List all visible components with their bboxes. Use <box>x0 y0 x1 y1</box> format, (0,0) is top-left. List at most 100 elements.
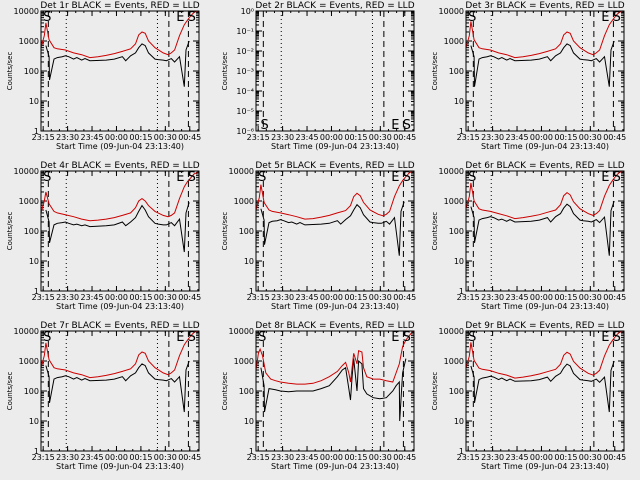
events-series-line <box>45 360 190 413</box>
events-series-line <box>470 200 615 256</box>
panel-title: Det 8r BLACK = Events, RED = LLD <box>255 321 414 331</box>
x-tick-label: 00:30 <box>154 133 177 142</box>
x-tick-label: 23:15 <box>457 453 480 462</box>
x-tick-label: 00:00 <box>320 133 343 142</box>
y-tick-label: 1000 <box>444 37 464 46</box>
y-tick-label: 1000 <box>19 357 39 366</box>
x-tick-label: 23:30 <box>56 453 79 462</box>
y-tick-label: 10 <box>454 417 464 426</box>
y-tick-label: 1000 <box>19 37 39 46</box>
x-tick-label: 23:15 <box>247 133 270 142</box>
y-tick-label: 1000 <box>234 197 254 206</box>
x-tick-label: 00:30 <box>579 133 602 142</box>
x-tick-label: 00:15 <box>344 293 367 302</box>
y-tick-label: 1 <box>459 447 464 456</box>
y-tick-label: 10 <box>454 97 464 106</box>
x-tick-label: 00:45 <box>603 453 626 462</box>
panel-title: Det 1r BLACK = Events, RED = LLD <box>40 1 199 11</box>
x-tick-label: 23:15 <box>457 133 480 142</box>
x-tick-label: 23:30 <box>56 133 79 142</box>
panel-det-2r: Det 2r BLACK = Events, RED = LLD 10⁻⁶ 10⁻⁵… <box>221 1 416 151</box>
y-axis-label: Counts/sec <box>6 372 14 411</box>
y-tick-label: 10⁻² <box>236 47 254 56</box>
x-tick-label: 00:00 <box>105 133 128 142</box>
x-tick-label: 23:15 <box>32 293 55 302</box>
y-tick-label: 10⁰ <box>241 7 254 16</box>
panel-title: Det 4r BLACK = Events, RED = LLD <box>40 161 199 171</box>
y-tick-label: 10⁻⁵ <box>236 107 254 116</box>
lld-series-line <box>466 11 623 59</box>
y-tick-label: 1000 <box>444 357 464 366</box>
x-tick-label: 23:30 <box>481 453 504 462</box>
x-tick-label: 23:45 <box>506 293 529 302</box>
x-axis-label: Start Time (09-Jun-04 23:13:40) <box>56 462 184 471</box>
panel-det-7r: Det 7r BLACK = Events, RED = LLD 1 10 100 10… <box>6 321 201 471</box>
x-tick-label: 00:15 <box>344 453 367 462</box>
y-tick-label: 100 <box>24 67 39 76</box>
x-tick-label: 00:30 <box>154 453 177 462</box>
lld-series-line <box>41 171 198 222</box>
panel-title: Det 3r BLACK = Events, RED = LLD <box>465 1 624 11</box>
x-tick-label: 00:30 <box>369 453 392 462</box>
y-tick-label: 10 <box>454 257 464 266</box>
plot-frame <box>40 170 200 292</box>
x-tick-label: 23:15 <box>247 453 270 462</box>
y-tick-label: 1 <box>459 127 464 136</box>
plot-frame <box>255 170 415 292</box>
segment-marker-letter: S <box>258 330 266 345</box>
x-tick-label: 23:30 <box>271 453 294 462</box>
x-tick-label: 00:45 <box>393 133 416 142</box>
y-tick-label: 100 <box>239 387 254 396</box>
y-axis-label: Counts/sec <box>431 52 439 91</box>
x-tick-label: 00:30 <box>154 293 177 302</box>
segment-marker-letter: E <box>601 170 609 185</box>
events-series-line <box>260 358 407 422</box>
x-tick-label: 00:15 <box>554 453 577 462</box>
x-axis-label: Start Time (09-Jun-04 23:13:40) <box>481 302 609 311</box>
y-tick-label: 10000 <box>14 7 39 16</box>
x-tick-label: 00:45 <box>603 133 626 142</box>
panel-det-3r: Det 3r BLACK = Events, RED = LLD 1 10 100 10… <box>431 1 626 151</box>
x-axis-label: Start Time (09-Jun-04 23:13:40) <box>56 302 184 311</box>
y-tick-label: 1 <box>34 287 39 296</box>
x-tick-label: 23:45 <box>506 133 529 142</box>
panel-title: Det 7r BLACK = Events, RED = LLD <box>40 321 199 331</box>
y-tick-label: 10⁻⁶ <box>236 127 254 136</box>
y-tick-label: 10⁻⁴ <box>236 87 254 96</box>
y-tick-label: 10000 <box>439 7 464 16</box>
plot-frame <box>465 10 625 132</box>
y-tick-label: 10 <box>29 97 39 106</box>
x-tick-label: 23:45 <box>81 293 104 302</box>
x-tick-label: 00:00 <box>320 293 343 302</box>
plot-frame <box>40 10 200 132</box>
x-tick-label: 00:15 <box>129 133 152 142</box>
segment-marker-letter: S <box>468 330 476 345</box>
y-tick-label: 10000 <box>439 327 464 336</box>
x-tick-label: 23:45 <box>296 293 319 302</box>
segment-marker-letter: E <box>391 330 399 345</box>
y-axis-label: Counts/sec <box>221 372 229 411</box>
panel-title: Det 9r BLACK = Events, RED = LLD <box>465 321 624 331</box>
x-axis-label: Start Time (09-Jun-04 23:13:40) <box>481 142 609 151</box>
panel-title: Det 6r BLACK = Events, RED = LLD <box>465 161 624 171</box>
segment-marker-letter: S <box>613 10 621 25</box>
segment-marker-letter: S <box>403 330 411 345</box>
plot-frame <box>465 330 625 452</box>
panel-det-6r: Det 6r BLACK = Events, RED = LLD 1 10 100 10… <box>431 161 626 311</box>
y-tick-label: 1 <box>249 287 254 296</box>
panel-det-9r: Det 9r BLACK = Events, RED = LLD 1 10 100 10… <box>431 321 626 471</box>
x-tick-label: 00:30 <box>579 293 602 302</box>
segment-marker-letter: E <box>391 170 399 185</box>
x-tick-label: 00:00 <box>530 453 553 462</box>
y-tick-label: 10 <box>29 417 39 426</box>
y-tick-label: 10000 <box>229 167 254 176</box>
x-tick-label: 23:30 <box>481 133 504 142</box>
x-tick-label: 00:15 <box>554 293 577 302</box>
x-tick-label: 23:30 <box>56 293 79 302</box>
panel-det-5r: Det 5r BLACK = Events, RED = LLD 1 10 100 10… <box>221 161 416 311</box>
segment-marker-letter: S <box>43 10 51 25</box>
x-tick-label: 00:45 <box>178 293 201 302</box>
y-tick-label: 1 <box>34 127 39 136</box>
x-tick-label: 00:30 <box>579 453 602 462</box>
x-tick-label: 00:45 <box>178 133 201 142</box>
